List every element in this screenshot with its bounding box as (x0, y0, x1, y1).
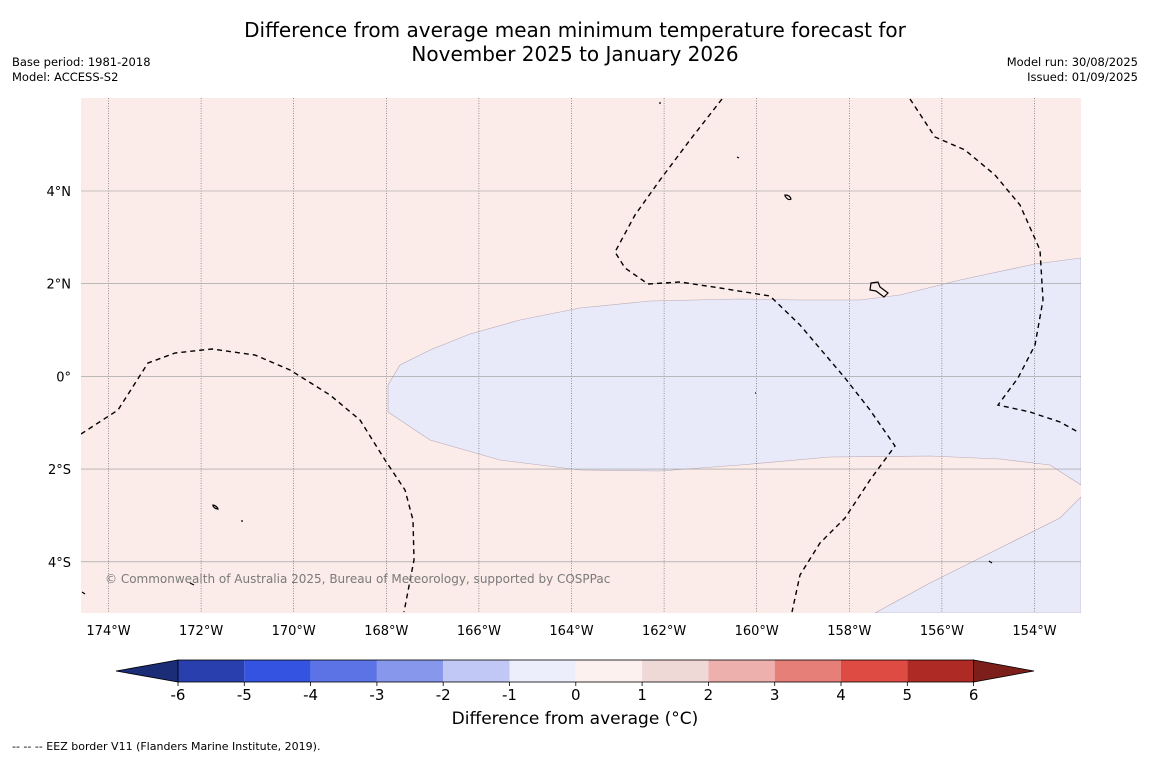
colorbar-swatch (376, 660, 444, 682)
latitude-label: 0° (56, 370, 71, 385)
colorbar-tick-label: -2 (436, 686, 451, 704)
colorbar-swatch (774, 660, 841, 682)
colorbar-extend-high (973, 659, 1035, 683)
longitude-label: 156°W (920, 624, 964, 639)
island-west-3 (189, 582, 195, 586)
eez-border-east (909, 98, 1079, 433)
colorbar-tick-label: -3 (369, 686, 384, 704)
colorbar-extend-low (115, 659, 179, 683)
colorbar-tick-label: -6 (171, 686, 186, 704)
latitude-label: 2°S (48, 463, 71, 478)
map-title-line1: Difference from average mean minimum tem… (244, 18, 906, 42)
colorbar-swatch (509, 660, 576, 682)
longitude-label: 166°W (457, 624, 501, 639)
colorbar-swatch (244, 660, 311, 682)
colorbar-tick-label: 2 (704, 686, 714, 704)
colorbar-tick-label: -5 (237, 686, 252, 704)
longitude-label: 168°W (364, 624, 408, 639)
eez-border-west (81, 348, 415, 613)
colorbar-tick-label: 3 (770, 686, 780, 704)
colorbar-swatch (575, 660, 643, 682)
graticule (81, 98, 1081, 613)
latitude-labels: 4°N 2°N 0° 2°S 4°S (47, 185, 72, 571)
meta-right: Model run: 30/08/2025 Issued: 01/09/2025 (1007, 55, 1138, 85)
map-title: Difference from average mean minimum tem… (175, 18, 975, 66)
longitude-label: 170°W (272, 624, 316, 639)
latitude-label: 2°N (47, 278, 72, 293)
island-kiritimati (869, 281, 889, 298)
eez-border-north (614, 98, 896, 613)
latitude-label: 4°N (47, 185, 72, 200)
longitude-label: 172°W (179, 624, 223, 639)
colorbar-swatch (310, 660, 377, 682)
issued-date: Issued: 01/09/2025 (1027, 70, 1138, 84)
island-jarvis (784, 194, 792, 201)
island-dot-1 (736, 156, 740, 159)
colorbar-tick-label: 5 (903, 686, 913, 704)
island-west-1 (212, 504, 219, 510)
colorbar-swatch (178, 660, 245, 682)
longitude-label: 174°W (86, 624, 130, 639)
colorbar-tick-label: 1 (637, 686, 647, 704)
longitude-label: 158°W (827, 624, 871, 639)
colorbar-tick-label: -1 (502, 686, 517, 704)
eez-legend-note: -- -- -- EEZ border V11 (Flanders Marine… (12, 740, 321, 753)
colorbar-label: Difference from average (°C) (451, 709, 699, 729)
base-period: Base period: 1981-2018 (12, 55, 151, 69)
model-run: Model run: 30/08/2025 (1006, 55, 1138, 69)
cool-anomaly-region-southeast (874, 496, 1081, 613)
model-name: Model: ACCESS-S2 (12, 70, 119, 84)
longitude-label: 162°W (642, 624, 686, 639)
colorbar-tick-label: 6 (969, 686, 979, 704)
colorbar-swatch (443, 660, 510, 682)
eez-borders (81, 98, 1079, 613)
meta-left: Base period: 1981-2018 Model: ACCESS-S2 (12, 55, 151, 85)
islands (81, 102, 993, 595)
cool-anomaly-region (387, 257, 1081, 486)
map-area (81, 98, 1081, 613)
island-southeast (988, 560, 993, 564)
colorbar-swatch (907, 660, 974, 682)
latitude-label: 4°S (48, 556, 71, 571)
longitude-labels: 174°W 172°W 170°W 168°W 166°W 164°W 162°W 160°W… (86, 624, 1056, 639)
colorbar-tick-label: 0 (571, 686, 581, 704)
colorbar: -6 -5 -4 -3 -2 -1 0 1 2 3 4 5 6 (115, 659, 1035, 704)
longitude-label: 160°W (735, 624, 779, 639)
colorbar-swatch (841, 660, 908, 682)
colorbar-tick-label: -4 (303, 686, 318, 704)
longitude-label: 154°W (1012, 624, 1056, 639)
colorbar-tick-label: 4 (836, 686, 846, 704)
colorbar-swatch (642, 660, 709, 682)
island-southwest-edge (81, 591, 86, 595)
map-title-line2: November 2025 to January 2026 (411, 42, 739, 66)
colorbar-swatch (708, 660, 775, 682)
longitude-label: 164°W (549, 624, 593, 639)
copyright-notice: © Commonwealth of Australia 2025, Bureau… (105, 572, 610, 586)
